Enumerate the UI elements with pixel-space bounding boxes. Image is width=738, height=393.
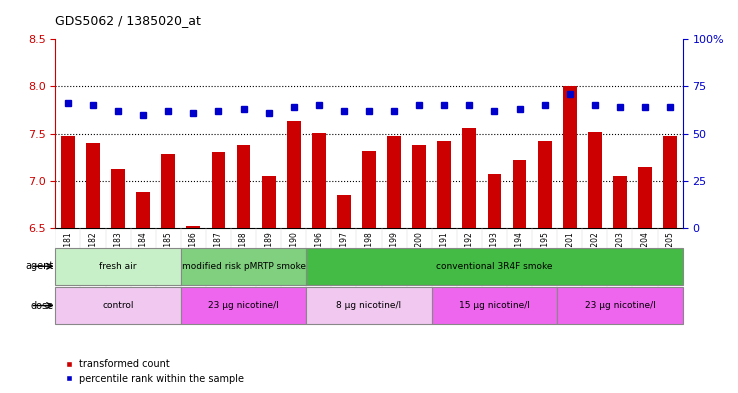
Text: GSM1217189: GSM1217189: [264, 231, 273, 282]
Legend: transformed count, percentile rank within the sample: transformed count, percentile rank withi…: [61, 356, 247, 388]
Bar: [262, 176, 275, 228]
Bar: [463, 128, 476, 228]
Text: agent: agent: [26, 261, 54, 271]
Text: GSM1217197: GSM1217197: [339, 231, 348, 282]
Bar: [212, 152, 225, 228]
Text: GSM1217185: GSM1217185: [164, 231, 173, 282]
Text: control: control: [103, 301, 134, 310]
Bar: [563, 86, 576, 228]
Bar: [663, 136, 677, 228]
Bar: [387, 136, 401, 228]
Text: GSM1217184: GSM1217184: [139, 231, 148, 282]
Text: GSM1217202: GSM1217202: [590, 231, 599, 282]
Text: GSM1217186: GSM1217186: [189, 231, 198, 282]
Text: conventional 3R4F smoke: conventional 3R4F smoke: [436, 262, 553, 271]
Bar: [187, 226, 200, 228]
Bar: [557, 287, 683, 324]
Text: 23 μg nicotine/l: 23 μg nicotine/l: [208, 301, 279, 310]
Text: modified risk pMRTP smoke: modified risk pMRTP smoke: [182, 262, 306, 271]
Bar: [237, 145, 250, 228]
Text: GSM1217201: GSM1217201: [565, 231, 574, 282]
Text: GSM1217198: GSM1217198: [365, 231, 373, 282]
Bar: [362, 151, 376, 228]
Text: GSM1217193: GSM1217193: [490, 231, 499, 282]
Text: GSM1217192: GSM1217192: [465, 231, 474, 282]
Bar: [638, 167, 652, 228]
Bar: [588, 132, 601, 228]
Bar: [337, 195, 351, 228]
Text: GSM1217183: GSM1217183: [114, 231, 123, 282]
Bar: [55, 248, 181, 285]
Text: 23 μg nicotine/l: 23 μg nicotine/l: [584, 301, 655, 310]
Bar: [306, 287, 432, 324]
Bar: [312, 133, 325, 228]
Text: GSM1217204: GSM1217204: [641, 231, 649, 282]
Text: GSM1217194: GSM1217194: [515, 231, 524, 282]
Text: GSM1217188: GSM1217188: [239, 231, 248, 282]
Text: GDS5062 / 1385020_at: GDS5062 / 1385020_at: [55, 15, 201, 28]
Text: GSM1217187: GSM1217187: [214, 231, 223, 282]
Text: dose: dose: [31, 301, 54, 310]
Bar: [413, 145, 426, 228]
Bar: [86, 143, 100, 228]
Bar: [488, 174, 501, 228]
Text: GSM1217203: GSM1217203: [615, 231, 624, 282]
Text: GSM1217200: GSM1217200: [415, 231, 424, 282]
Text: GSM1217199: GSM1217199: [390, 231, 399, 282]
Bar: [55, 287, 181, 324]
Text: GSM1217182: GSM1217182: [89, 231, 97, 282]
Text: GSM1217205: GSM1217205: [666, 231, 675, 282]
Text: GSM1217181: GSM1217181: [63, 231, 72, 282]
Bar: [181, 287, 306, 324]
Text: GSM1217195: GSM1217195: [540, 231, 549, 282]
Bar: [306, 248, 683, 285]
Bar: [61, 136, 75, 228]
Bar: [613, 176, 627, 228]
Bar: [438, 141, 451, 228]
Bar: [513, 160, 526, 228]
Text: fresh air: fresh air: [100, 262, 137, 271]
Text: GSM1217196: GSM1217196: [314, 231, 323, 282]
Bar: [137, 192, 150, 228]
Bar: [181, 248, 306, 285]
Bar: [111, 169, 125, 228]
Text: 15 μg nicotine/l: 15 μg nicotine/l: [459, 301, 530, 310]
Bar: [162, 154, 175, 228]
Bar: [432, 287, 557, 324]
Text: GSM1217191: GSM1217191: [440, 231, 449, 282]
Text: 8 μg nicotine/l: 8 μg nicotine/l: [337, 301, 401, 310]
Bar: [287, 121, 300, 228]
Bar: [538, 141, 551, 228]
Text: GSM1217190: GSM1217190: [289, 231, 298, 282]
